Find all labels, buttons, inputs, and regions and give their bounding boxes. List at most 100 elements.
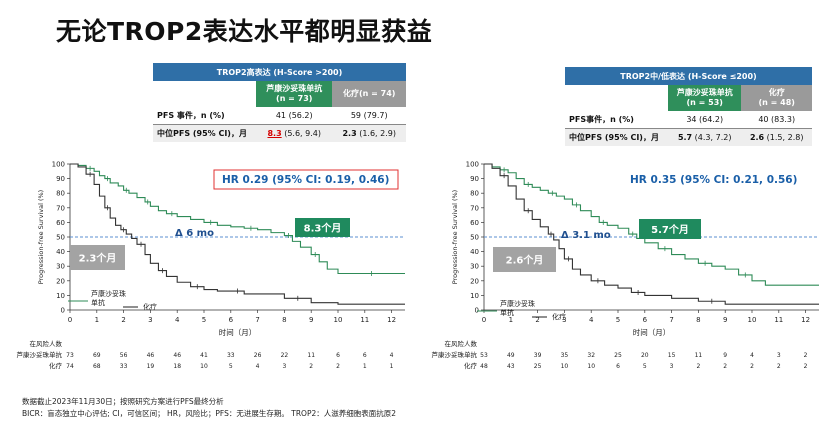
footnote-1: 数据截止2023年11月30日；按照研究方案进行PFS最终分析 xyxy=(22,397,224,406)
risk-count-arm-b: 18 xyxy=(173,363,181,370)
risk-count-arm-a: 46 xyxy=(173,352,181,359)
y-tick-label: 50 xyxy=(470,234,479,242)
y-tick-label: 20 xyxy=(470,277,479,285)
risk-count-arm-a: 69 xyxy=(93,352,101,359)
series-line-arm-b xyxy=(70,163,405,305)
table-cell: 8.3 (5.6, 9.4) xyxy=(256,124,333,142)
series-line-arm-b xyxy=(484,163,819,305)
risk-row-label-arm-b: 化疗 xyxy=(49,361,63,370)
series-line-arm-a xyxy=(70,163,405,275)
x-tick-label: 6 xyxy=(229,316,234,324)
x-tick-label: 7 xyxy=(255,316,259,324)
left-summary-table: TROP2高表达 (H-Score >200) 芦康沙妥珠单抗 (n = 73) … xyxy=(153,63,406,142)
y-tick-label: 50 xyxy=(56,234,65,242)
table-cell: 5.7 (4.3, 7.2) xyxy=(668,128,742,146)
risk-count-arm-b: 33 xyxy=(120,363,128,370)
risk-row-label-arm-a: 芦康沙妥珠单抗 xyxy=(17,350,63,359)
y-tick-label: 100 xyxy=(466,161,479,169)
x-tick-label: 9 xyxy=(723,316,727,324)
risk-count-arm-a: 3 xyxy=(777,352,781,359)
table-header: TROP2高表达 (H-Score >200) xyxy=(153,63,406,81)
risk-count-arm-b: 4 xyxy=(256,363,260,370)
risk-count-arm-b: 10 xyxy=(587,363,595,370)
risk-count-arm-a: 56 xyxy=(120,352,128,359)
y-axis-label: Progression-free Survival (%) xyxy=(451,190,459,284)
y-tick-label: 60 xyxy=(56,219,65,227)
y-tick-label: 20 xyxy=(56,277,65,285)
hr-box xyxy=(213,169,399,190)
x-tick-label: 11 xyxy=(774,316,783,324)
row-label: PFS事件，n (%) xyxy=(565,111,668,129)
risk-count-arm-a: 46 xyxy=(147,352,155,359)
risk-table-title: 在风险人数 xyxy=(445,339,478,348)
risk-count-arm-b: 2 xyxy=(804,363,808,370)
risk-count-arm-a: 26 xyxy=(254,352,262,359)
x-axis-label: 时间（月） xyxy=(633,327,671,337)
x-tick-label: 6 xyxy=(643,316,648,324)
legend-label-arm-b: 化疗 xyxy=(143,302,157,311)
x-axis-label: 时间（月） xyxy=(219,327,257,337)
y-tick-label: 30 xyxy=(56,263,65,271)
median-label-box-arm-b xyxy=(70,245,125,270)
x-tick-label: 7 xyxy=(669,316,673,324)
x-tick-label: 5 xyxy=(616,316,620,324)
arm-a-header: 芦康沙妥珠单抗 (n = 53) xyxy=(668,85,742,111)
arm-b-header: 化疗 (n = 48) xyxy=(741,85,812,111)
risk-count-arm-b: 2 xyxy=(696,363,700,370)
risk-count-arm-a: 11 xyxy=(695,352,703,359)
y-tick-label: 80 xyxy=(56,190,65,198)
x-tick-label: 12 xyxy=(801,316,810,324)
table-cell: 2.6 (1.5, 2.8) xyxy=(741,128,812,146)
footnote-2: BICR：盲态独立中心评估; CI，可信区间； HR，风险比；PFS：无进展生存… xyxy=(22,409,397,418)
x-tick-label: 12 xyxy=(387,316,396,324)
x-tick-label: 10 xyxy=(748,316,757,324)
risk-count-arm-b: 5 xyxy=(229,363,233,370)
y-tick-label: 0 xyxy=(61,307,65,315)
risk-count-arm-a: 15 xyxy=(668,352,676,359)
x-tick-label: 0 xyxy=(482,316,486,324)
legend-label-arm-b: 化疗 xyxy=(552,312,566,321)
y-tick-label: 90 xyxy=(56,175,65,183)
y-tick-label: 100 xyxy=(52,161,65,169)
median-label-box-arm-a xyxy=(639,219,701,239)
risk-count-arm-a: 4 xyxy=(390,352,394,359)
x-tick-label: 10 xyxy=(334,316,343,324)
median-label-arm-b: 2.3个月 xyxy=(79,252,117,265)
hazard-ratio: HR 0.35 (95% CI: 0.21, 0.56) xyxy=(630,174,797,186)
risk-count-arm-a: 73 xyxy=(66,352,74,359)
x-tick-label: 8 xyxy=(282,316,286,324)
x-tick-label: 5 xyxy=(202,316,206,324)
median-label-box-arm-a xyxy=(295,218,350,237)
risk-count-arm-a: 6 xyxy=(363,352,367,359)
y-tick-label: 70 xyxy=(470,204,479,212)
delta-annotation: Δ 6 mo xyxy=(175,228,214,239)
x-tick-label: 3 xyxy=(562,316,566,324)
y-axis-label: Progression-free Survival (%) xyxy=(37,190,45,284)
y-tick-label: 60 xyxy=(470,219,479,227)
risk-count-arm-b: 1 xyxy=(363,363,367,370)
risk-count-arm-b: 2 xyxy=(309,363,313,370)
y-tick-label: 0 xyxy=(475,307,479,315)
legend-label-arm-a-line2: 单抗 xyxy=(91,298,105,307)
x-tick-label: 2 xyxy=(121,316,125,324)
risk-count-arm-a: 6 xyxy=(336,352,340,359)
table-cell: 59 (79.7) xyxy=(332,107,406,125)
row-label: PFS 事件，n (%) xyxy=(153,107,256,125)
y-tick-label: 70 xyxy=(56,204,65,212)
risk-count-arm-b: 10 xyxy=(200,363,208,370)
x-tick-label: 4 xyxy=(175,316,180,324)
x-tick-label: 4 xyxy=(589,316,594,324)
risk-count-arm-a: 33 xyxy=(227,352,235,359)
table-cell: 2.3 (1.6, 2.9) xyxy=(332,124,406,142)
risk-count-arm-b: 19 xyxy=(147,363,155,370)
risk-count-arm-a: 49 xyxy=(507,352,515,359)
risk-count-arm-b: 1 xyxy=(390,363,394,370)
risk-count-arm-a: 22 xyxy=(281,352,289,359)
risk-count-arm-a: 4 xyxy=(750,352,754,359)
median-label-arm-a: 8.3个月 xyxy=(304,222,342,235)
risk-count-arm-b: 74 xyxy=(66,363,74,370)
y-tick-label: 40 xyxy=(56,248,65,256)
risk-count-arm-a: 39 xyxy=(534,352,542,359)
